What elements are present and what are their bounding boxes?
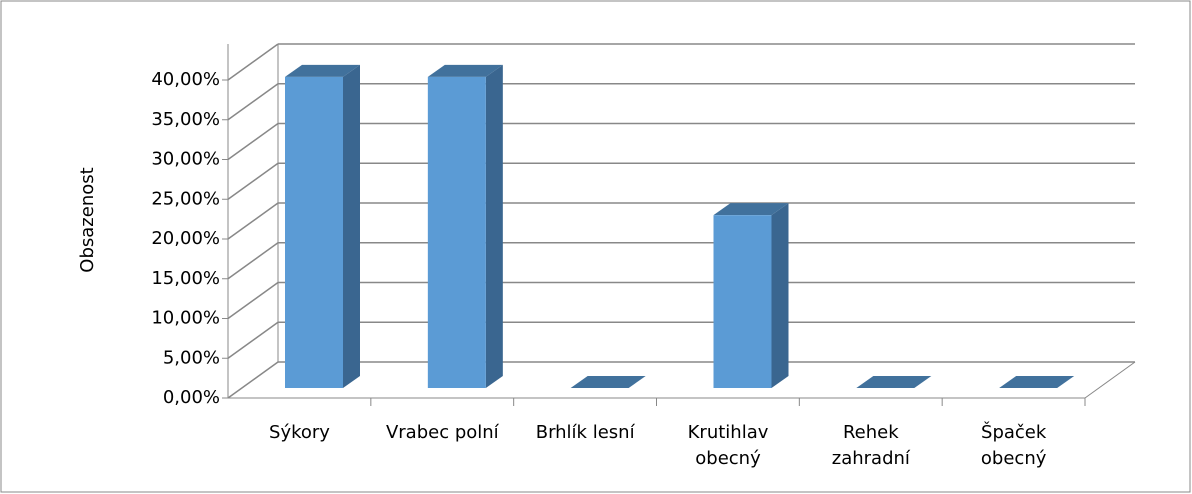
y-tick-label: 0,00%	[163, 387, 220, 408]
x-tick-label: Sýkory	[269, 422, 330, 443]
grid-line	[227, 242, 279, 280]
x-tick-label: Vrabec polní	[385, 422, 499, 443]
y-tick-label: 25,00%	[151, 188, 220, 209]
bar-side	[485, 64, 503, 388]
y-tick-label: 35,00%	[151, 109, 220, 130]
bar-top	[427, 64, 503, 77]
bar-top	[713, 203, 789, 216]
bar-top	[570, 376, 646, 388]
bar-top	[285, 64, 360, 77]
grid-line	[227, 83, 279, 121]
y-tick-label: 40,00%	[151, 69, 220, 90]
grid-line	[227, 281, 279, 320]
bar-side	[771, 203, 789, 388]
grid-line	[227, 321, 279, 359]
y-tick-label: 15,00%	[151, 268, 220, 289]
grid-line	[227, 202, 279, 240]
x-tick-label: Brhlík lesní	[535, 422, 635, 443]
x-tick-label: Rehek zahradní	[831, 422, 910, 469]
bar	[285, 76, 343, 388]
grid-line	[227, 162, 279, 200]
grid-line	[227, 43, 279, 81]
y-tick-label: 5,00%	[163, 347, 220, 368]
grid-line	[227, 361, 279, 399]
bar-top	[856, 376, 932, 388]
bar	[427, 76, 486, 388]
bar	[713, 215, 772, 388]
y-axis-title: Obsazenost	[77, 167, 98, 272]
grid-line	[227, 122, 279, 161]
bar-side	[343, 64, 360, 388]
y-tick-label: 30,00%	[151, 149, 220, 170]
bar-top	[999, 376, 1075, 388]
y-tick-label: 10,00%	[151, 308, 220, 329]
x-tick-label: Krutihlav obecný	[687, 422, 769, 469]
floor-edge	[1084, 361, 1136, 399]
x-tick-label: Špaček obecný	[980, 422, 1047, 469]
y-tick-label: 20,00%	[151, 228, 220, 249]
